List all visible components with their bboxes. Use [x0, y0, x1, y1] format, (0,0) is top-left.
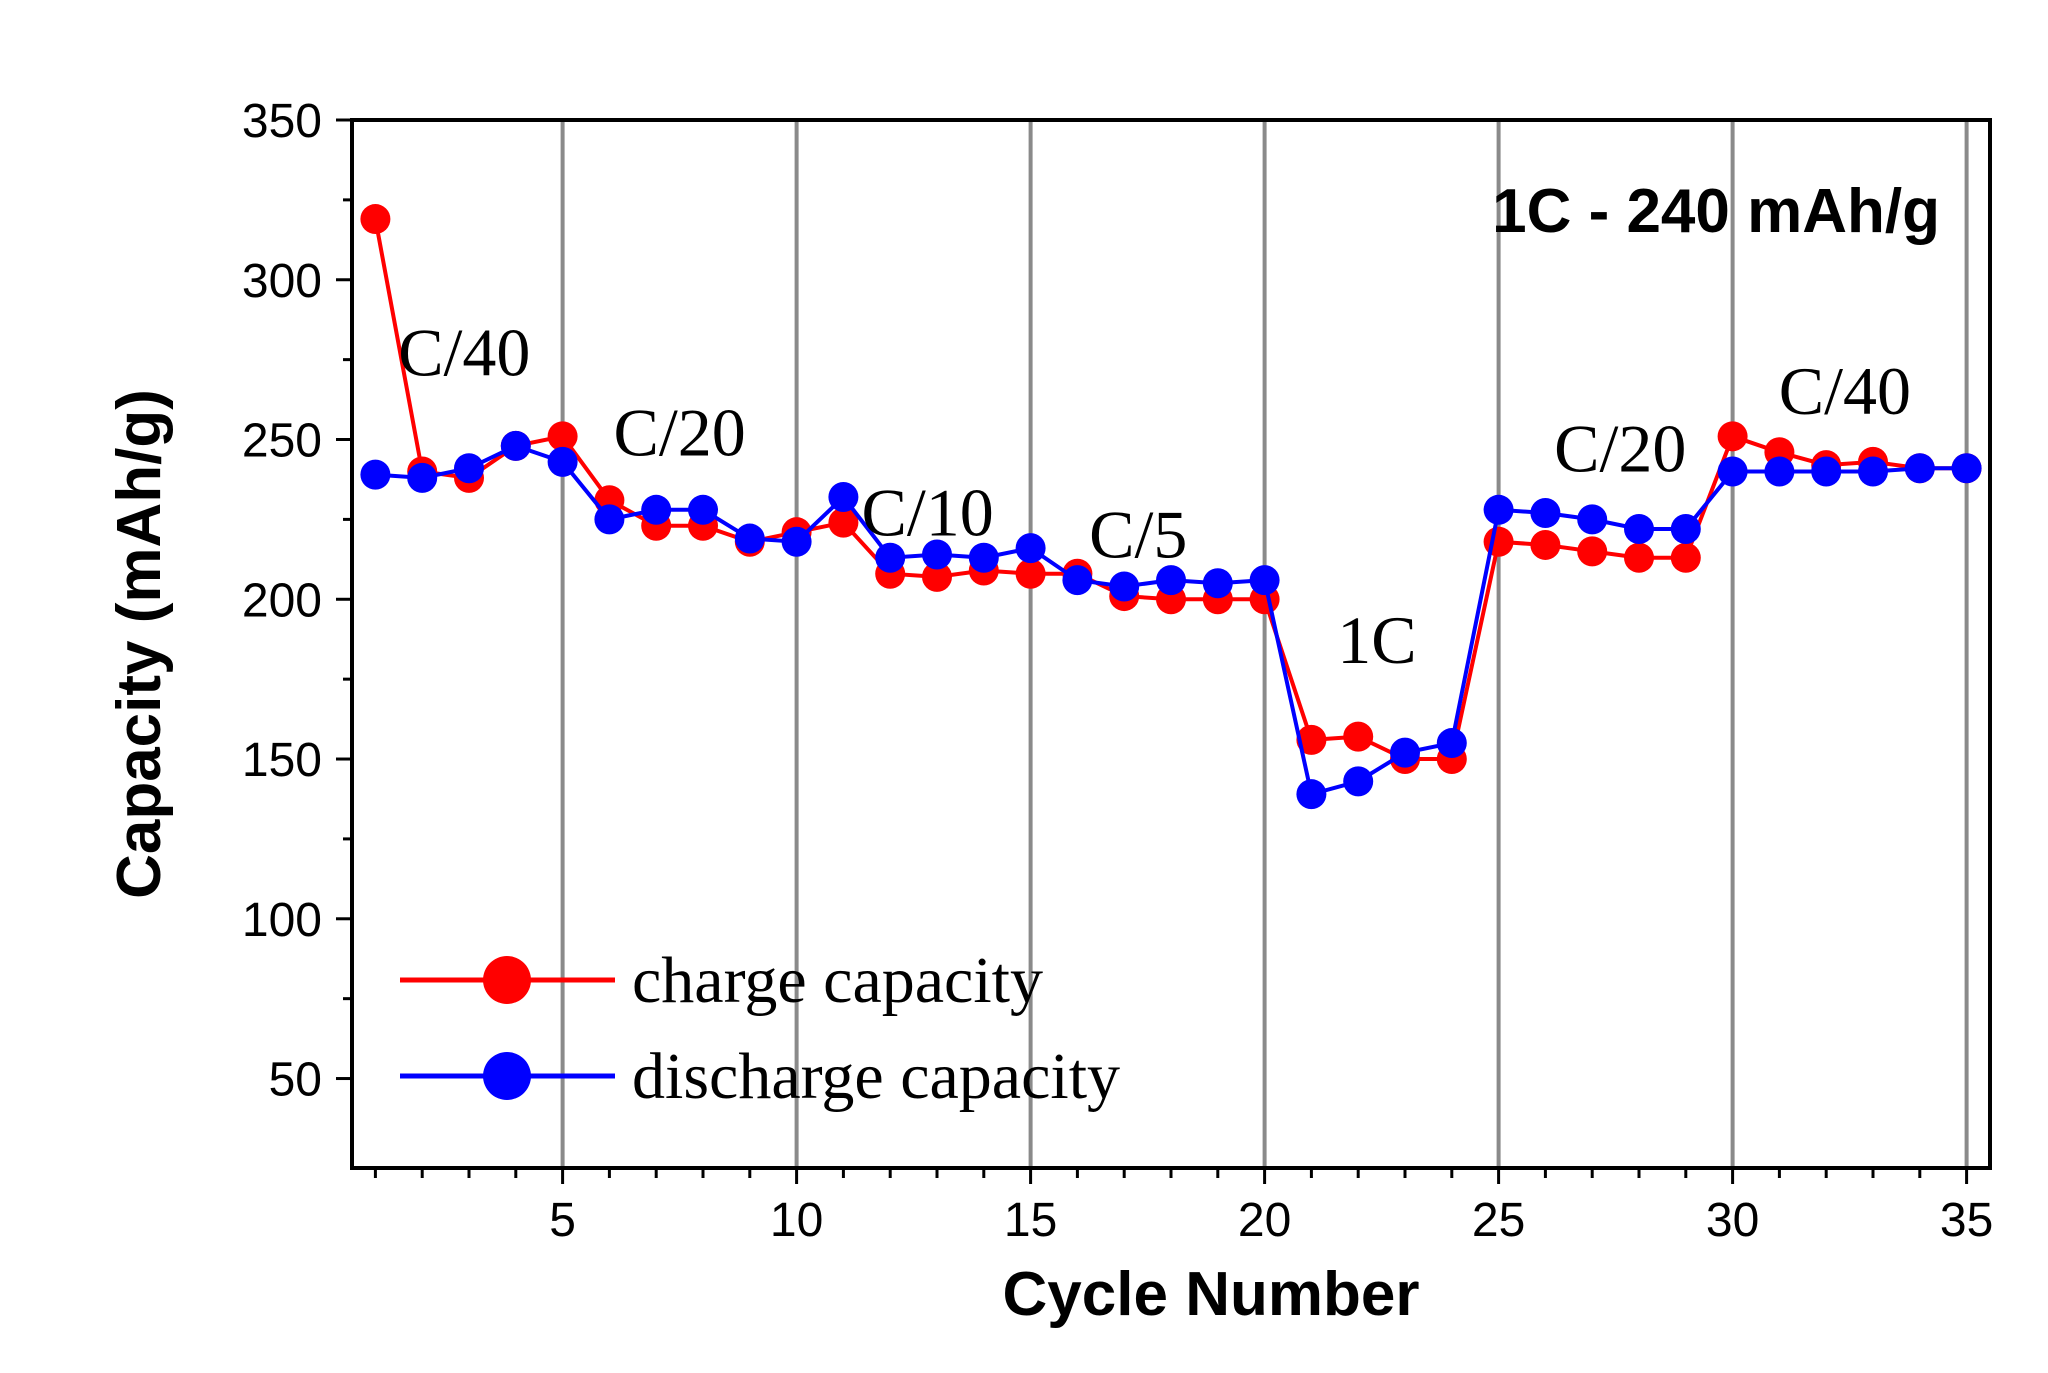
y-axis: 50 100 150 200 250 300 350 [242, 95, 352, 1107]
data-point [407, 462, 438, 493]
y-tick-label: 350 [242, 95, 322, 148]
data-point [828, 507, 859, 538]
data-point [454, 453, 484, 484]
rate-label: 1C [1337, 602, 1416, 678]
data-point [968, 542, 999, 573]
legend-swatch-marker [483, 956, 531, 1004]
legend-swatch-marker [483, 1052, 531, 1100]
data-point [734, 523, 765, 554]
data-point [781, 526, 812, 557]
data-point [1530, 498, 1561, 528]
data-point [1717, 421, 1748, 452]
series-layer [360, 204, 1982, 810]
data-point [1436, 728, 1467, 759]
y-tick-label: 250 [242, 415, 322, 468]
rate-label: C/40 [1779, 353, 1911, 429]
data-point [1764, 456, 1795, 487]
data-point [1530, 529, 1561, 560]
legend-label: charge capacity [632, 944, 1043, 1017]
data-point [1577, 536, 1608, 567]
x-tick-label: 25 [1472, 1194, 1525, 1247]
y-axis-title: Capacity (mAh/g) [105, 389, 174, 899]
data-point [1670, 513, 1701, 544]
data-point [1015, 558, 1046, 589]
y-tick-label: 50 [269, 1054, 322, 1107]
y-tick-label: 150 [242, 734, 322, 787]
data-point [1904, 453, 1935, 484]
data-point [1249, 565, 1280, 596]
data-point [594, 504, 625, 535]
x-tick-label: 15 [1004, 1194, 1057, 1247]
rate-label: C/10 [862, 474, 994, 550]
legend: charge capacity discharge capacity [400, 944, 1120, 1113]
data-point [875, 542, 906, 573]
x-axis: 5 10 15 20 25 30 35 [373, 1168, 1993, 1247]
legend-item: charge capacity [400, 944, 1043, 1017]
data-point [1015, 533, 1046, 564]
data-point [1577, 504, 1608, 535]
data-point [1811, 456, 1842, 487]
data-point [547, 446, 578, 477]
data-point [360, 459, 391, 490]
data-point [922, 539, 952, 570]
rate-annotations: C/40 C/20 C/10 C/5 1C C/20 C/40 [398, 315, 1911, 679]
data-point [1062, 565, 1093, 596]
rate-label: C/5 [1089, 497, 1187, 573]
series-discharge [360, 430, 1982, 810]
data-point [1858, 456, 1888, 487]
rate-label: C/20 [613, 394, 745, 470]
data-point [1624, 513, 1654, 544]
x-axis-title: Cycle Number [1003, 1260, 1420, 1329]
data-point [1390, 737, 1420, 768]
y-tick-label: 200 [242, 574, 322, 627]
rate-label: C/40 [398, 315, 530, 391]
data-point [1483, 494, 1514, 525]
x-tick-label: 30 [1706, 1194, 1759, 1247]
x-tick-label: 35 [1940, 1194, 1993, 1247]
y-tick-label: 300 [242, 255, 322, 308]
data-point [360, 204, 391, 235]
data-point [641, 494, 672, 525]
data-point [1296, 724, 1327, 755]
data-point [1156, 565, 1186, 596]
x-tick-label: 5 [549, 1194, 576, 1247]
data-point [1343, 721, 1374, 752]
data-point [1343, 766, 1374, 797]
data-point [1951, 453, 1982, 484]
x-tick-label: 10 [770, 1194, 823, 1247]
data-point [547, 421, 578, 452]
x-tick-label: 20 [1238, 1194, 1291, 1247]
y-tick-label: 100 [242, 894, 322, 947]
data-point [1109, 571, 1140, 602]
data-point [500, 430, 531, 461]
data-point [1296, 779, 1327, 810]
series-charge [360, 204, 1982, 775]
data-point [688, 494, 718, 525]
legend-label: discharge capacity [632, 1040, 1120, 1113]
rate-label: C/20 [1554, 410, 1686, 486]
vertical-gridlines [560, 120, 1969, 1168]
data-point [1670, 542, 1701, 573]
data-point [1202, 568, 1233, 599]
data-point [1624, 542, 1654, 573]
rate-title: 1C - 240 mAh/g [1492, 177, 1940, 246]
data-point [922, 561, 952, 592]
legend-item: discharge capacity [400, 1040, 1120, 1113]
data-point [1717, 456, 1748, 487]
plot-frame [350, 118, 1992, 1170]
data-point [828, 482, 859, 513]
